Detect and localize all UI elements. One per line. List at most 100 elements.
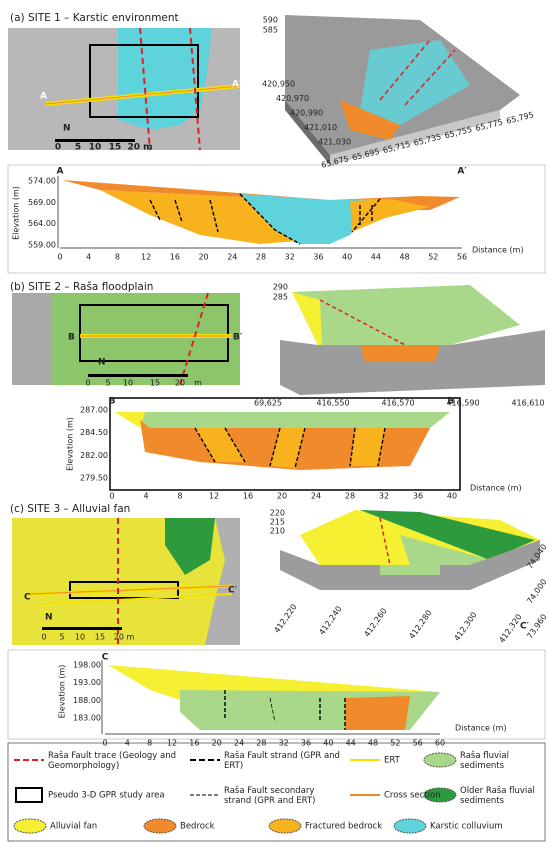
fault-trace	[379, 39, 431, 101]
x-tick-label: 12	[209, 492, 219, 501]
x-tick-label: 32	[285, 253, 295, 262]
colluvium-3d	[360, 40, 470, 125]
legend-label: ERT	[384, 756, 401, 766]
x-tick-label: 4	[86, 253, 91, 262]
fractured-bedrock	[195, 428, 245, 462]
block-b	[280, 285, 545, 395]
y-tick-label: 287.00	[80, 406, 108, 415]
swatch	[423, 752, 457, 768]
x-tick-label: 0	[57, 253, 62, 262]
ert-line	[39, 593, 233, 605]
block-tick: 420,950	[262, 80, 295, 89]
y-tick-label: 188.00	[73, 696, 101, 705]
y-tick-label: 198.00	[73, 661, 101, 670]
x-tick-label: 20	[277, 492, 287, 501]
x-tick-label: 48	[368, 739, 378, 748]
block-front	[330, 110, 500, 165]
x-tick-label: 8	[147, 739, 152, 748]
legend-label: Pseudo 3-D GPR study area	[48, 791, 165, 801]
block-tick: 416,610	[511, 399, 544, 408]
fault-trace	[139, 27, 151, 151]
x-tick-label: 56	[457, 253, 467, 262]
block-tick: 412,280	[407, 608, 433, 640]
fault-trace	[319, 299, 406, 346]
bedrock-3d	[340, 100, 400, 140]
map-label: C	[24, 593, 31, 603]
block-tick: 412,300	[452, 610, 478, 642]
panel-title: (b) SITE 2 – Raša floodplain	[10, 281, 153, 293]
x-tick-label: 8	[115, 253, 120, 262]
x-axis-title: Distance (m)	[455, 724, 507, 733]
scale-label: 15	[150, 379, 160, 388]
scale-bar	[42, 627, 122, 630]
legend-label: Karstic colluvium	[430, 822, 503, 832]
x-tick-label: 44	[346, 739, 356, 748]
x-tick-label: 28	[256, 739, 266, 748]
fault-strand	[224, 690, 346, 730]
x-tick-label: 40	[342, 253, 352, 262]
x-tick-label: 60	[435, 739, 445, 748]
swatch	[15, 787, 43, 803]
x-tick-label: 4	[125, 739, 130, 748]
scale-label: 15	[109, 143, 122, 153]
x-axis-title: Distance (m)	[472, 246, 524, 255]
scale-label: 5	[75, 143, 81, 153]
x-tick-label: 4	[143, 492, 148, 501]
fractured-bedrock	[350, 199, 430, 232]
swatch	[423, 787, 457, 803]
x-tick-label: 44	[371, 253, 381, 262]
section-end: A	[57, 167, 64, 177]
legend-label: Bedrock	[180, 822, 215, 832]
section-frame	[109, 397, 461, 491]
block-tick: 420,970	[276, 94, 309, 103]
legend-label: Raša fluvial sediments	[460, 750, 509, 771]
fractured-bedrock	[270, 428, 305, 468]
map-a	[8, 27, 241, 151]
block-side	[285, 100, 330, 165]
y-tick-label: 183.00	[73, 714, 101, 723]
x-tick-label: 40	[323, 739, 333, 748]
y-tick-label: 559.00	[28, 241, 56, 250]
x-tick-label: 20	[212, 739, 222, 748]
map-b	[12, 292, 240, 386]
block-tick: 421,030	[318, 138, 351, 147]
x-tick-label: 52	[390, 739, 400, 748]
legend-label: Alluvial fan	[50, 822, 97, 832]
alluvial-top	[292, 292, 322, 345]
block-tick: 590	[263, 16, 278, 25]
panel-title: (a) SITE 1 – Karstic environment	[10, 12, 179, 24]
x-tick-label: 24	[234, 739, 244, 748]
scale-bar	[88, 374, 188, 377]
section-frame	[7, 164, 546, 274]
x-tick-label: 40	[447, 492, 457, 501]
older-fluvial	[165, 518, 215, 575]
block-tick: 215	[270, 518, 285, 527]
section-frame	[7, 649, 546, 740]
map-label: B	[68, 333, 75, 343]
legend-label: Fractured bedrock	[305, 822, 382, 832]
bedrock	[345, 696, 410, 730]
x-tick-label: 48	[399, 253, 409, 262]
x-tick-label: 36	[413, 492, 423, 501]
block-tick: 412,260	[362, 606, 388, 638]
swatch	[13, 818, 47, 834]
y-tick-label: 284.50	[80, 428, 108, 437]
x-tick-label: 24	[311, 492, 321, 501]
scale-label: 20	[175, 379, 185, 388]
block-a	[285, 15, 520, 165]
y-tick-label: 564.00	[28, 219, 56, 228]
cross-section-line	[29, 585, 233, 595]
x-tick-label: 20	[198, 253, 208, 262]
fault-strands	[194, 427, 386, 469]
section-end: A′	[457, 167, 467, 177]
fault-trace	[404, 49, 456, 106]
block-tick: 412,240	[317, 604, 343, 636]
fault-strand	[239, 193, 301, 245]
fault-trace	[179, 292, 209, 386]
x-tick-label: 8	[177, 492, 182, 501]
section-end: C	[102, 653, 109, 663]
section-c	[7, 649, 546, 740]
legend-label: Raša Fault strand (GPR and ERT)	[224, 750, 340, 771]
legend-label: Cross section	[384, 791, 441, 801]
